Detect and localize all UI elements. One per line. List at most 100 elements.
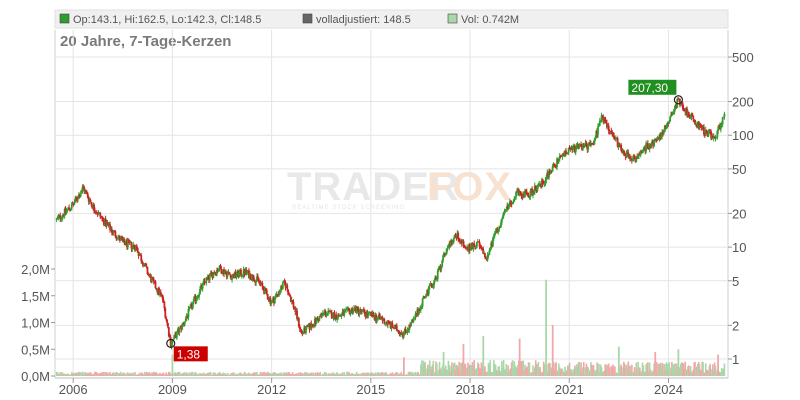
candle-body: [85, 190, 87, 192]
volume-bar: [131, 373, 134, 376]
volume-bar: [423, 363, 426, 376]
candle-body: [464, 247, 467, 249]
volume-bar: [177, 372, 180, 376]
volume-bar: [604, 364, 606, 376]
candle-body: [558, 155, 561, 160]
volume-bars: [55, 279, 726, 376]
candle-body: [144, 263, 147, 267]
volume-bar: [469, 365, 472, 376]
candle-body: [498, 226, 501, 231]
volume-bar: [73, 373, 76, 376]
volume-bar: [317, 373, 320, 376]
volume-bar: [124, 374, 127, 376]
candle-body: [716, 130, 719, 138]
candle-body: [635, 156, 638, 162]
volume-bar: [68, 374, 70, 376]
volume-bar: [63, 374, 66, 376]
candle-body: [80, 190, 83, 194]
volume-bar: [700, 370, 703, 376]
year-tick-label-2024: 2024: [654, 382, 683, 397]
candle-body: [606, 122, 608, 128]
volume-bar: [713, 362, 716, 376]
candle-body: [178, 327, 181, 333]
candle-body: [210, 272, 213, 274]
candle-body: [217, 269, 220, 271]
volume-bar: [70, 374, 72, 376]
volume-bar: [680, 362, 683, 376]
volume-bar: [362, 373, 364, 376]
volume-bar: [651, 371, 654, 376]
volume-bar: [712, 364, 714, 376]
candle-body: [445, 248, 448, 254]
candle-body: [703, 134, 706, 136]
candle-body: [384, 322, 387, 324]
volume-bar: [217, 373, 220, 376]
volume-bar: [246, 373, 248, 376]
volume-bar: [658, 364, 661, 376]
candle-body: [394, 325, 396, 329]
volume-bar: [91, 374, 94, 376]
volume-bar: [615, 372, 617, 376]
volume-bar: [612, 364, 614, 376]
volume-bar: [427, 364, 429, 376]
candle-body: [224, 272, 226, 274]
candle-body: [601, 115, 604, 118]
candle-body: [600, 115, 603, 121]
volume-bar: [95, 372, 98, 376]
candle-body: [670, 114, 672, 117]
volume-bar: [197, 373, 200, 376]
volume-bar: [701, 361, 703, 376]
candle-body: [319, 316, 322, 317]
candle-body: [298, 326, 301, 329]
candle-body: [137, 252, 140, 256]
volume-bar: [358, 374, 361, 376]
volume-bar: [153, 372, 156, 376]
volume-bar: [278, 373, 281, 376]
volume-bar: [144, 374, 147, 376]
volume-bar: [318, 373, 321, 376]
candle-body: [524, 190, 526, 197]
volume-bar: [374, 372, 377, 376]
volume-bar: [679, 367, 681, 376]
volume-bar: [474, 369, 476, 376]
candle-body: [291, 300, 294, 302]
volume-bar: [338, 374, 340, 376]
candle-body: [532, 192, 535, 194]
volume-bar: [472, 366, 475, 376]
candle-body: [447, 246, 450, 248]
volume-bar: [413, 374, 416, 376]
candle-body: [511, 202, 514, 205]
volume-bar: [372, 373, 375, 376]
volume-bar: [126, 373, 128, 376]
volume-bar: [623, 361, 625, 376]
volume-bar: [306, 372, 308, 376]
candle-body: [407, 330, 410, 331]
price-tick-label-2: 2: [732, 318, 739, 333]
candle-body: [557, 159, 560, 161]
volume-bar: [533, 367, 536, 376]
volume-bar: [408, 371, 411, 376]
volume-bar: [292, 374, 295, 376]
volume-bar: [216, 374, 218, 376]
candle-body: [61, 216, 63, 219]
volume-bar: [356, 374, 359, 376]
candle-body: [167, 322, 169, 328]
candle-body: [662, 131, 665, 134]
candle-body: [698, 123, 701, 129]
volume-bar: [165, 372, 167, 376]
volume-bar: [303, 373, 305, 376]
volume-bar: [364, 372, 367, 376]
watermark-brand-a: TRADER: [287, 165, 460, 209]
candle-body: [641, 151, 644, 153]
candle-body: [489, 248, 492, 251]
watermark: TRADER FOX REALTIME STOCK SCREENING: [287, 165, 511, 211]
volume-bar: [150, 373, 152, 376]
volume-bar: [322, 373, 324, 376]
volume-bar: [550, 368, 552, 376]
volume-bar: [319, 372, 322, 376]
volume-bar: [252, 373, 255, 376]
volume-bar: [400, 372, 403, 376]
volume-bar: [528, 362, 531, 376]
volume-bar: [377, 372, 379, 376]
volume-tick-label-2: 1,0M: [21, 316, 50, 331]
